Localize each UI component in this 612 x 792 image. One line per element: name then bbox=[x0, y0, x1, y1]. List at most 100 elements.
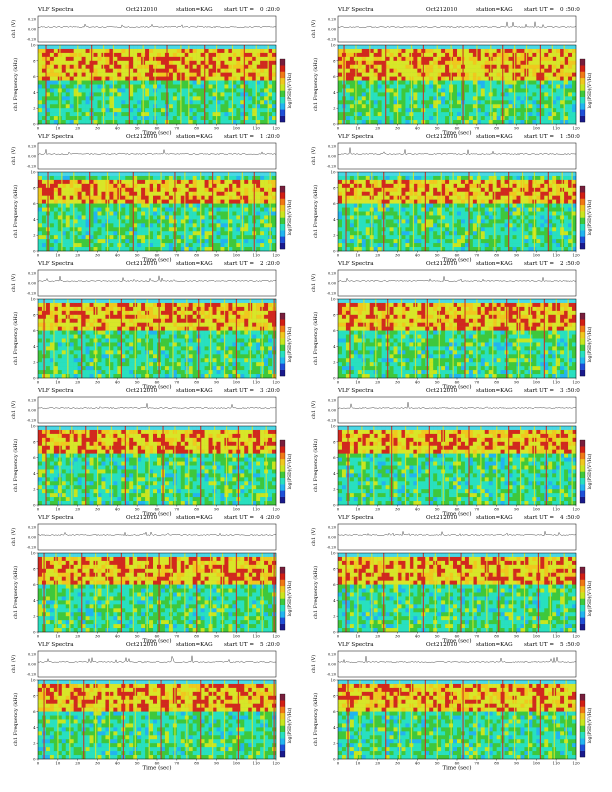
spectrogram-cell bbox=[38, 195, 43, 200]
spectrogram-cell bbox=[176, 239, 181, 244]
spectrogram-cell bbox=[41, 211, 47, 216]
spectrogram-cell bbox=[405, 45, 410, 50]
spectrogram-cell bbox=[453, 195, 458, 200]
spectrogram-cell bbox=[500, 247, 505, 252]
spectrogram-cell bbox=[232, 92, 237, 97]
spectrogram-cell bbox=[125, 104, 130, 109]
spectrogram-cell bbox=[69, 195, 74, 200]
ch1-waveform-frame bbox=[337, 142, 577, 170]
spectrogram-cell bbox=[425, 203, 430, 208]
spectrogram-cell bbox=[417, 84, 422, 89]
spectrogram-cell bbox=[272, 239, 277, 244]
spectrogram-cell bbox=[536, 68, 541, 73]
spectrogram-cell bbox=[228, 72, 233, 77]
spectrogram-cell bbox=[248, 231, 253, 236]
spectrogram-cell bbox=[200, 56, 205, 61]
spectrogram-cell bbox=[365, 100, 370, 105]
spectrogram-cell bbox=[137, 183, 142, 188]
spectrogram-cell bbox=[184, 72, 189, 77]
spectrogram-cell bbox=[504, 60, 509, 65]
spectrogram-cell bbox=[552, 199, 557, 204]
spectrogram-cell bbox=[77, 48, 82, 54]
spectrogram-cell bbox=[433, 219, 438, 224]
spectrogram-cell bbox=[453, 215, 458, 220]
spectrogram-cell bbox=[488, 231, 493, 236]
spectrogram-cell bbox=[540, 60, 545, 65]
spectrogram-cell bbox=[260, 183, 265, 188]
spectrogram-cell bbox=[393, 92, 398, 97]
spectrogram-cell bbox=[468, 84, 474, 89]
spectrogram-cell bbox=[41, 187, 47, 192]
spectrogram-cell bbox=[425, 52, 430, 58]
spectrogram-cell bbox=[480, 235, 485, 240]
spectrogram-cell bbox=[232, 187, 237, 192]
spectrogram-cell bbox=[385, 235, 390, 240]
spectrogram-cell bbox=[137, 108, 142, 113]
spectrogram-cell bbox=[512, 203, 517, 208]
spectrogram-cell bbox=[564, 116, 569, 121]
spectrogram-cell bbox=[560, 52, 565, 58]
x-tick-label: 110 bbox=[253, 253, 261, 258]
spectrogram-cell bbox=[160, 179, 166, 185]
spectrogram-cell bbox=[405, 243, 410, 248]
spectrogram-cell bbox=[73, 112, 78, 117]
spectrogram-cell bbox=[393, 68, 398, 73]
spectrogram-cell bbox=[508, 219, 513, 224]
spectrogram-cell bbox=[176, 207, 181, 212]
spectrogram-cell bbox=[441, 203, 446, 208]
spectrogram-cell bbox=[504, 247, 509, 252]
spectrogram-cell bbox=[568, 48, 573, 54]
spectrogram-cell bbox=[121, 231, 126, 236]
spectrogram-cell bbox=[417, 187, 422, 192]
spectrogram-cell bbox=[97, 76, 102, 81]
spectrogram-cell bbox=[113, 76, 118, 81]
spectrogram-cell bbox=[385, 239, 390, 244]
spectrogram-cell bbox=[160, 187, 166, 192]
spectrogram-cell bbox=[61, 223, 66, 228]
ch1-tick-label: 0.20 bbox=[28, 145, 37, 149]
spectrogram-cell bbox=[220, 227, 225, 232]
spectrogram-cell bbox=[188, 243, 193, 248]
spectrogram-cell bbox=[268, 100, 273, 105]
spectrogram-cell bbox=[572, 100, 577, 105]
spectrogram-cell bbox=[208, 207, 213, 212]
spectrogram-cell bbox=[145, 207, 150, 212]
spectrogram-cell bbox=[125, 183, 130, 188]
spectrogram-cell bbox=[77, 179, 82, 185]
spectrogram-cell bbox=[524, 179, 529, 185]
spectrogram-cell bbox=[121, 104, 126, 109]
spectrogram-cell bbox=[164, 207, 170, 212]
spectrogram-cell bbox=[216, 187, 221, 192]
spectrogram-cell bbox=[160, 247, 166, 252]
spectrogram-cell bbox=[460, 243, 466, 248]
spectrogram-cell bbox=[445, 100, 450, 105]
spectrogram-cell bbox=[69, 96, 74, 101]
spectrogram-cell bbox=[464, 243, 470, 248]
spectrogram-cell bbox=[385, 64, 390, 69]
spectrogram-cell bbox=[260, 76, 265, 81]
spectrogram-cell bbox=[145, 68, 150, 73]
spectrogram-cell bbox=[220, 211, 225, 216]
spectrogram-cell bbox=[204, 120, 209, 125]
spectrogram-cell bbox=[496, 203, 501, 208]
spectrogram-cell bbox=[556, 223, 561, 228]
spectrogram-cell bbox=[204, 243, 209, 248]
spectrogram-cell bbox=[528, 243, 533, 248]
spectrogram-cell bbox=[480, 104, 485, 109]
spectrogram-cell bbox=[413, 207, 418, 212]
spectrogram-cell bbox=[216, 227, 221, 232]
spectrogram-cell bbox=[417, 88, 422, 93]
spectrogram-cell bbox=[560, 112, 565, 117]
spectrogram-cell bbox=[93, 60, 98, 65]
spectrogram-cell bbox=[157, 223, 162, 228]
spectrogram-cell bbox=[437, 60, 442, 65]
spectrogram-cell bbox=[548, 211, 553, 216]
spectrogram-cell bbox=[445, 72, 450, 77]
spectrogram-cell bbox=[188, 92, 193, 97]
spectrogram-cell bbox=[560, 60, 565, 65]
spectrogram-cell bbox=[248, 60, 253, 65]
spectrogram-cell bbox=[516, 183, 521, 188]
spectrogram-cell bbox=[153, 227, 158, 232]
spectrogram-cell bbox=[168, 219, 174, 224]
spectrogram-cell bbox=[168, 191, 174, 196]
